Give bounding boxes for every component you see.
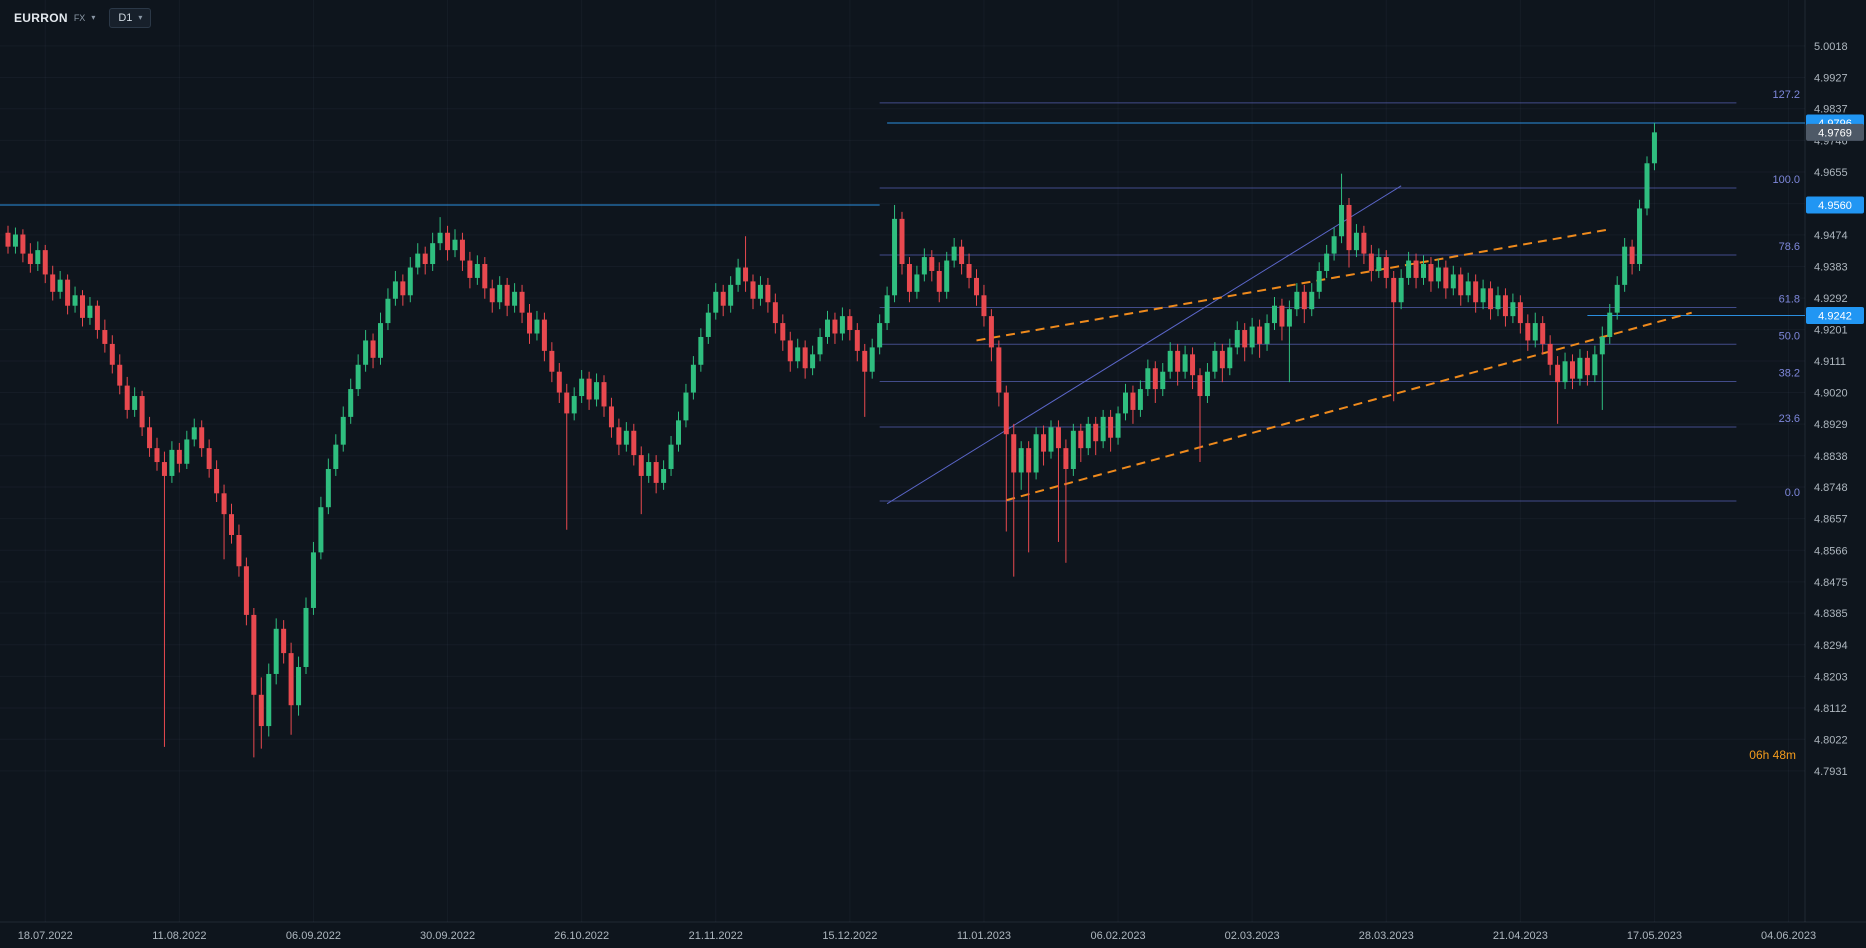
grid bbox=[0, 0, 1805, 922]
svg-text:4.9560: 4.9560 bbox=[1818, 200, 1852, 212]
svg-text:4.8203: 4.8203 bbox=[1814, 671, 1848, 683]
svg-text:02.03.2023: 02.03.2023 bbox=[1225, 930, 1280, 942]
svg-text:11.01.2023: 11.01.2023 bbox=[957, 930, 1011, 942]
svg-text:04.06.2023: 04.06.2023 bbox=[1761, 930, 1816, 942]
svg-text:18.07.2022: 18.07.2022 bbox=[18, 930, 73, 942]
svg-text:4.9837: 4.9837 bbox=[1814, 104, 1848, 116]
svg-text:28.03.2023: 28.03.2023 bbox=[1359, 930, 1414, 942]
svg-text:4.9769: 4.9769 bbox=[1818, 127, 1852, 139]
svg-text:4.8294: 4.8294 bbox=[1814, 640, 1848, 652]
svg-text:4.8385: 4.8385 bbox=[1814, 608, 1848, 620]
fib-retracement[interactable]: 0.0 23.6 38.2 50.0 61.8 78.6 100.0 127.2 bbox=[879, 89, 1800, 502]
interval-button[interactable]: D1 ▾ bbox=[109, 8, 152, 28]
svg-text:61.8: 61.8 bbox=[1779, 293, 1800, 305]
time-axis[interactable]: 18.07.2022 11.08.2022 06.09.2022 30.09.2022… bbox=[18, 930, 1816, 942]
trendlines[interactable] bbox=[886, 185, 1692, 505]
svg-text:4.9020: 4.9020 bbox=[1814, 388, 1848, 400]
svg-text:4.8657: 4.8657 bbox=[1814, 514, 1848, 526]
svg-text:4.7931: 4.7931 bbox=[1814, 766, 1848, 778]
price-lines[interactable] bbox=[0, 122, 1805, 316]
chevron-down-icon: ▾ bbox=[91, 13, 96, 22]
svg-text:50.0: 50.0 bbox=[1779, 330, 1800, 342]
symbol-button[interactable]: EURRON FX ▾ bbox=[10, 9, 99, 27]
svg-text:127.2: 127.2 bbox=[1772, 89, 1800, 101]
svg-text:5.0018: 5.0018 bbox=[1814, 41, 1848, 53]
svg-text:4.8566: 4.8566 bbox=[1814, 545, 1848, 557]
svg-text:4.8022: 4.8022 bbox=[1814, 734, 1848, 746]
svg-text:17.05.2023: 17.05.2023 bbox=[1627, 930, 1682, 942]
svg-text:100.0: 100.0 bbox=[1772, 174, 1800, 186]
svg-text:0.0: 0.0 bbox=[1785, 487, 1800, 499]
svg-text:4.9111: 4.9111 bbox=[1814, 356, 1846, 368]
svg-text:11.08.2022: 11.08.2022 bbox=[152, 930, 206, 942]
svg-text:4.9655: 4.9655 bbox=[1814, 167, 1848, 179]
chart-toolbar: EURRON FX ▾ D1 ▾ bbox=[10, 8, 152, 28]
svg-text:21.11.2022: 21.11.2022 bbox=[689, 930, 743, 942]
svg-text:4.8475: 4.8475 bbox=[1814, 577, 1848, 589]
svg-text:38.2: 38.2 bbox=[1779, 367, 1800, 379]
symbol-label: EURRON bbox=[14, 11, 68, 25]
candle-close-countdown: 06h 48m bbox=[1749, 748, 1796, 762]
svg-text:4.9201: 4.9201 bbox=[1814, 325, 1848, 337]
candles-layer bbox=[5, 122, 1657, 758]
svg-text:4.8929: 4.8929 bbox=[1814, 419, 1848, 431]
svg-text:4.9927: 4.9927 bbox=[1814, 72, 1848, 84]
interval-label: D1 bbox=[118, 12, 133, 24]
svg-text:4.9474: 4.9474 bbox=[1814, 230, 1848, 242]
chevron-down-icon: ▾ bbox=[138, 13, 143, 22]
svg-text:06.02.2023: 06.02.2023 bbox=[1091, 930, 1146, 942]
svg-text:4.9242: 4.9242 bbox=[1818, 310, 1852, 322]
svg-text:30.09.2022: 30.09.2022 bbox=[420, 930, 475, 942]
svg-text:4.9383: 4.9383 bbox=[1814, 261, 1848, 273]
svg-text:78.6: 78.6 bbox=[1779, 241, 1800, 253]
svg-text:4.9292: 4.9292 bbox=[1814, 293, 1848, 305]
svg-text:26.10.2022: 26.10.2022 bbox=[554, 930, 609, 942]
svg-text:15.12.2022: 15.12.2022 bbox=[822, 930, 877, 942]
svg-text:21.04.2023: 21.04.2023 bbox=[1493, 930, 1548, 942]
svg-text:06.09.2022: 06.09.2022 bbox=[286, 930, 341, 942]
svg-text:4.8112: 4.8112 bbox=[1814, 703, 1847, 715]
svg-text:23.6: 23.6 bbox=[1779, 413, 1800, 425]
svg-text:4.8748: 4.8748 bbox=[1814, 482, 1848, 494]
svg-text:4.8838: 4.8838 bbox=[1814, 451, 1848, 463]
market-badge: FX bbox=[73, 13, 86, 23]
